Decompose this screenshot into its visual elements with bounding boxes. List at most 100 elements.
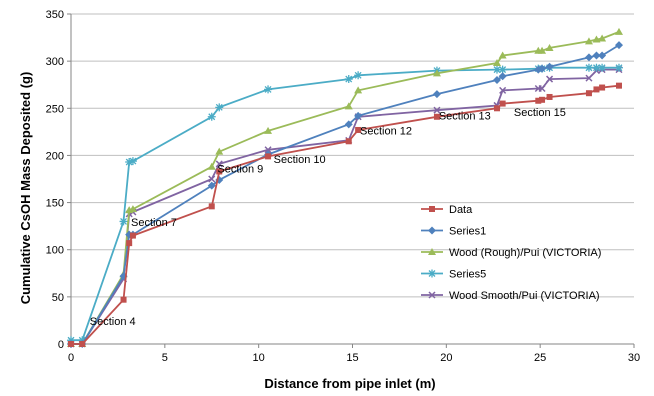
x-tick-label: 25 — [534, 352, 546, 364]
legend-label: Series1 — [449, 226, 486, 238]
x-tick-label: 30 — [628, 352, 640, 364]
data-point — [545, 62, 554, 71]
data-point — [432, 69, 441, 77]
data-point — [538, 46, 547, 54]
data-point — [265, 153, 272, 160]
data-point — [433, 106, 441, 114]
y-tick-label: 50 — [52, 292, 64, 304]
x-tick-label: 5 — [162, 352, 168, 364]
data-point — [216, 168, 223, 175]
legend-label: Wood Smooth/Pui (VICTORIA) — [449, 290, 600, 302]
data-point — [432, 90, 441, 99]
y-tick-label: 200 — [46, 150, 64, 162]
section-label: Section 12 — [360, 126, 412, 138]
data-point — [592, 35, 601, 43]
legend-entry: Series1 — [421, 226, 486, 238]
data-point — [498, 72, 507, 81]
data-point — [207, 112, 216, 121]
section-label: Section 13 — [439, 111, 491, 123]
x-tick-labels: 0 5 10 15 20 25 30 — [68, 352, 640, 364]
data-point — [264, 126, 273, 134]
data-point — [498, 65, 507, 74]
data-point — [207, 162, 216, 170]
data-point — [264, 146, 272, 154]
data-point — [614, 63, 623, 72]
y-tick-labels: 0 50 100 150 200 250 300 350 — [46, 9, 64, 351]
data-point — [128, 205, 137, 213]
data-point — [207, 181, 216, 190]
data-point — [614, 41, 623, 50]
data-point — [539, 96, 546, 103]
legend-entry: Series5 — [421, 269, 486, 281]
legend-marker — [428, 291, 436, 299]
data-point — [598, 51, 607, 60]
data-point — [215, 160, 223, 168]
data-point — [125, 158, 134, 167]
data-point — [354, 86, 363, 94]
data-point — [545, 43, 554, 51]
data-point — [584, 37, 593, 45]
data-point — [592, 63, 601, 72]
data-point — [614, 27, 623, 35]
series-layer — [67, 27, 623, 348]
legend-label: Wood (Rough)/Pui (VICTORIA) — [449, 247, 601, 259]
data-point — [345, 138, 352, 145]
data-point — [494, 105, 501, 112]
data-point — [120, 296, 127, 303]
y-tick-label: 300 — [46, 56, 64, 68]
section-label: Section 10 — [274, 154, 326, 166]
series-data — [68, 82, 622, 347]
data-point — [354, 111, 363, 120]
y-tick-label: 0 — [58, 339, 64, 351]
x-tick-label: 10 — [253, 352, 265, 364]
x-tick-label: 0 — [68, 352, 74, 364]
y-tick-label: 350 — [46, 9, 64, 21]
data-point — [493, 59, 502, 67]
legend-label: Series5 — [449, 269, 486, 281]
x-tick-label: 15 — [346, 352, 358, 364]
data-point — [128, 157, 137, 166]
data-point — [499, 100, 506, 107]
data-point — [355, 126, 362, 133]
section-label: Section 9 — [217, 163, 263, 175]
data-point — [592, 51, 601, 60]
data-point — [538, 64, 547, 73]
legend-entry: Wood (Rough)/Pui (VICTORIA) — [421, 247, 601, 259]
data-point — [499, 86, 507, 94]
x-tick-label: 20 — [440, 352, 452, 364]
data-point — [546, 93, 553, 100]
data-point — [129, 232, 136, 239]
data-point — [585, 74, 593, 82]
y-tick-label: 250 — [46, 103, 64, 115]
data-point — [584, 53, 593, 62]
data-point — [79, 341, 86, 347]
data-point — [593, 86, 600, 93]
data-point — [493, 76, 502, 84]
data-point — [68, 341, 74, 347]
legend-entry: Wood Smooth/Pui (VICTORIA) — [421, 290, 600, 302]
data-point — [546, 75, 554, 83]
legend-marker — [428, 269, 436, 278]
data-point — [535, 97, 542, 104]
legend-marker — [429, 206, 435, 212]
data-point — [498, 51, 507, 59]
data-point — [585, 90, 592, 97]
data-point — [215, 103, 224, 112]
data-point — [126, 240, 133, 247]
y-tick-label: 100 — [46, 245, 64, 257]
y-axis-title: Cumulative CsOH Mass Deposited (g) — [18, 72, 33, 305]
data-point — [433, 113, 440, 120]
data-point — [538, 84, 546, 93]
data-point — [344, 120, 353, 129]
section-label: Section 15 — [514, 107, 566, 119]
data-point — [344, 102, 353, 110]
data-point — [264, 85, 273, 94]
legend: Data Series1 Wood (Rough)/Pui (VICTORIA) Se… — [421, 204, 601, 302]
y-tick-label: 150 — [46, 198, 64, 210]
data-point — [208, 203, 215, 210]
data-point — [615, 82, 622, 89]
section-label: Section 4 — [90, 316, 136, 328]
legend-marker — [428, 226, 436, 235]
section-annotations: Section 4 Section 7 Section 9 Section 10 Sec… — [90, 107, 566, 328]
